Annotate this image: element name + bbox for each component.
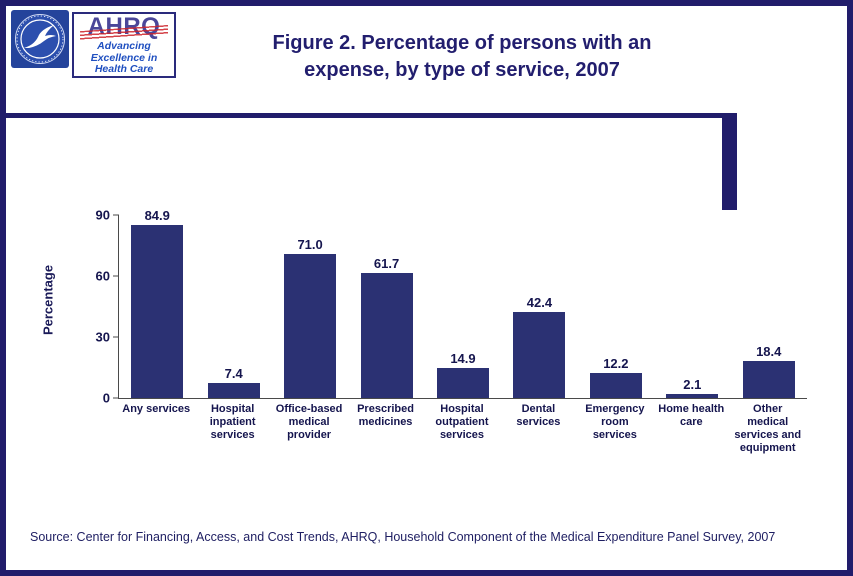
- bar: [589, 373, 642, 398]
- y-tick: 0: [103, 391, 119, 406]
- y-tick-label: 90: [95, 207, 110, 223]
- bar-group: 84.9: [119, 208, 195, 398]
- bar-chart-plot: 90 60 30 0 84.9 7.4 71.0 61.7 14.9 42.4 12.2 2.1 18…: [96, 208, 807, 406]
- bar-group: 12.2: [578, 356, 654, 398]
- bar-value-label: 61.7: [373, 255, 400, 271]
- y-tick: 60: [96, 269, 119, 284]
- category-label: Any services: [122, 403, 191, 415]
- figure-title: Figure 2. Percentage of persons with an …: [162, 30, 762, 84]
- y-tick-label: 30: [95, 329, 110, 345]
- hhs-seal-icon: [11, 10, 69, 68]
- bar: [207, 383, 260, 398]
- bar-value-label: 2.1: [683, 376, 702, 392]
- bar: [360, 272, 413, 398]
- category-label: Dental services: [516, 403, 561, 428]
- ahrq-tagline: Advancing Excellence in Health Care: [90, 40, 158, 75]
- bar: [436, 367, 489, 398]
- bar-value-label: 71.0: [297, 236, 323, 252]
- y-tick-mark: [113, 336, 119, 338]
- category-label: Emergency room services: [585, 403, 645, 441]
- figure-title-line1: Figure 2. Percentage of persons with an: [272, 32, 652, 54]
- y-tick-label: 60: [95, 268, 110, 284]
- bar: [513, 311, 566, 398]
- header-accent-bar: [722, 113, 737, 210]
- figure-title-line2: expense, by type of service, 2007: [304, 59, 620, 81]
- bar-group: 7.4: [195, 366, 271, 398]
- category-label: Other medical services and equipment: [734, 403, 802, 454]
- x-axis-category-labels: Any services Hospital inpatient services O…: [118, 403, 806, 455]
- category-label: Office-based medical provider: [275, 403, 343, 441]
- category-label: Hospital inpatient services: [209, 403, 256, 441]
- bar-value-label: 18.4: [756, 343, 782, 359]
- category-label: Home health care: [658, 403, 725, 428]
- y-axis-title: Percentage: [40, 264, 56, 336]
- bar-value-label: 12.2: [603, 356, 629, 372]
- bar-group: 42.4: [501, 295, 577, 398]
- y-tick: 30: [96, 330, 119, 345]
- ahrq-logo: AHRQ Advancing Excellence in Health Care: [72, 12, 176, 78]
- bar-value-label: 7.4: [224, 366, 243, 381]
- bar-value-label: 84.9: [144, 208, 170, 224]
- bar-series: 84.9 7.4 71.0 61.7 14.9 42.4 12.2 2.1 18.4: [119, 208, 807, 398]
- bar: [284, 253, 337, 398]
- category-label: Prescribed medicines: [357, 403, 414, 428]
- hhs-logo: [11, 10, 69, 68]
- bar: [131, 225, 184, 398]
- y-tick-label: 0: [102, 390, 110, 406]
- source-note: Source: Center for Financing, Access, an…: [30, 530, 776, 544]
- bar-value-label: 14.9: [450, 350, 476, 366]
- y-tick-mark: [113, 214, 119, 216]
- bar-value-label: 42.4: [526, 294, 553, 310]
- y-tick-mark: [113, 397, 119, 399]
- bar: [666, 393, 719, 398]
- bar-group: 18.4: [731, 344, 807, 398]
- category-label: Hospital outpatient services: [435, 403, 489, 441]
- y-tick-mark: [113, 275, 119, 277]
- bar: [742, 360, 795, 398]
- bar-group: 71.0: [272, 237, 348, 398]
- bar-group: 61.7: [348, 255, 424, 398]
- header-rule: [6, 113, 737, 118]
- bar-group: 2.1: [654, 377, 730, 398]
- bar-group: 14.9: [425, 351, 501, 398]
- y-tick: 90: [96, 208, 119, 223]
